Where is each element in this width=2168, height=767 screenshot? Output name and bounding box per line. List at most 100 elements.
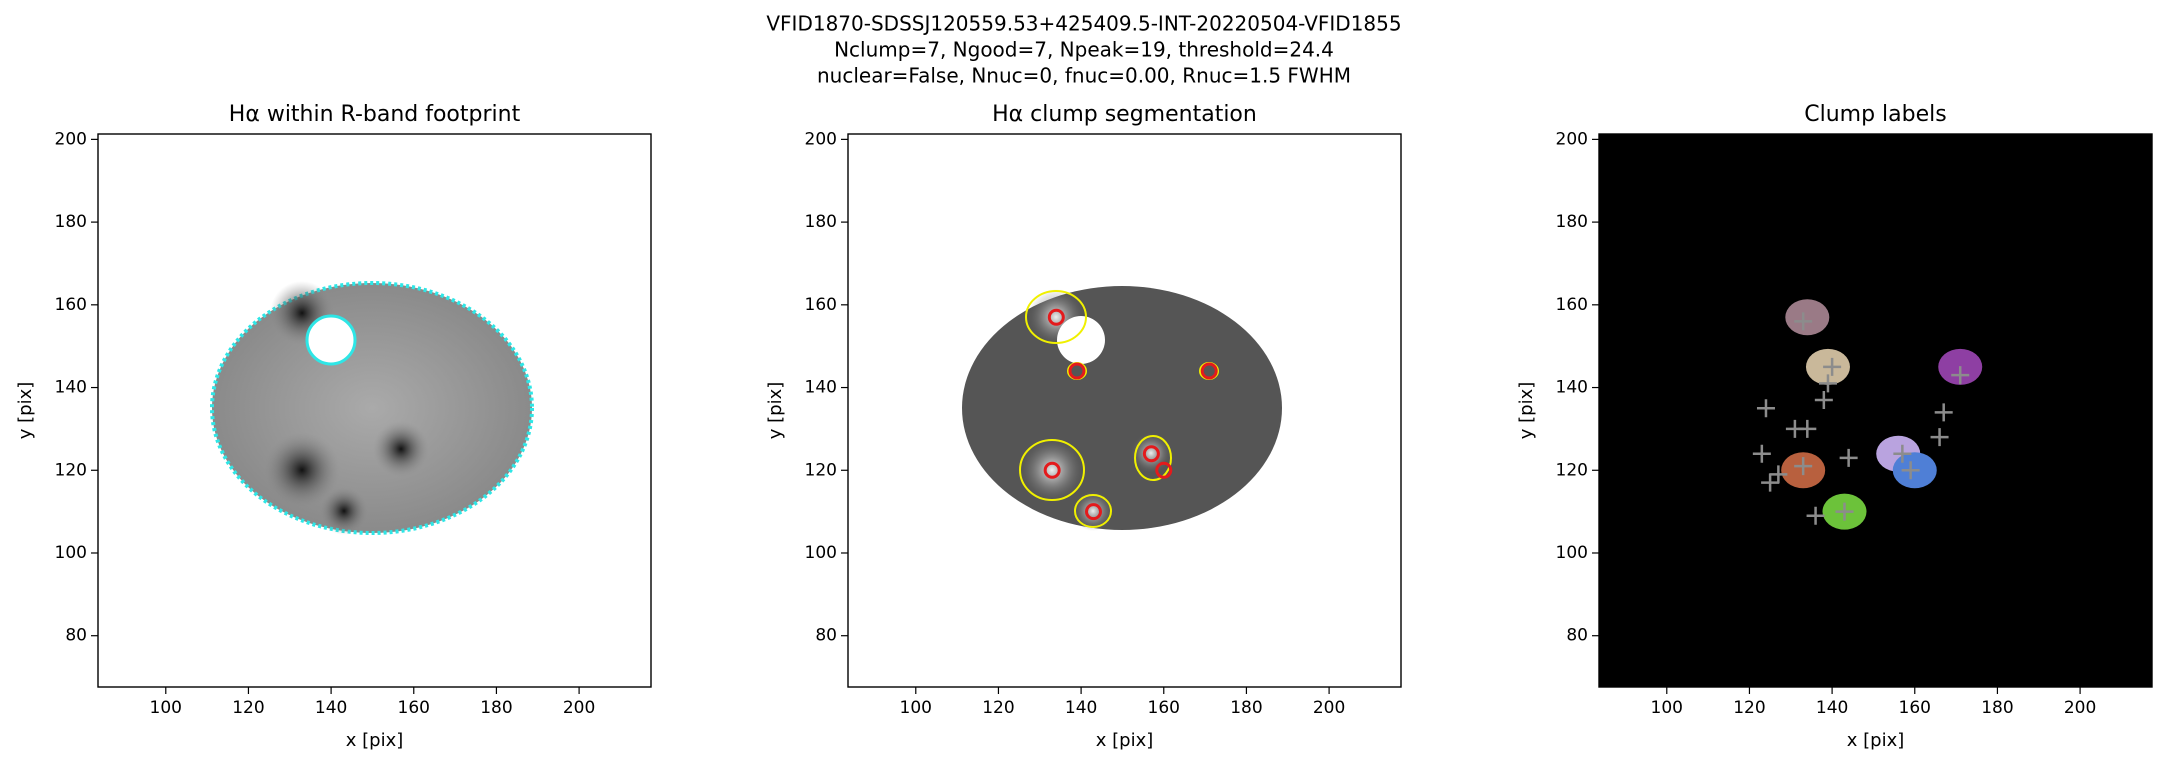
image-layer	[962, 286, 1282, 531]
x-tick-label: 120	[982, 698, 1014, 718]
dark-spot	[264, 432, 340, 508]
axes-frame	[847, 133, 1402, 688]
x-tick-label: 120	[1733, 698, 1765, 718]
peak-marker	[1794, 457, 1813, 476]
peak-marker	[1752, 444, 1771, 463]
x-tick-label: 100	[150, 698, 182, 718]
x-tick-label: 160	[1148, 698, 1180, 718]
axes-frame	[97, 133, 652, 688]
y-axis-label: y [pix]	[15, 382, 36, 440]
y-tick-label: 100	[1556, 543, 1588, 563]
panel: 100 120 140 160 180 200 80 100 120 140 160 180 200 Hα…	[765, 102, 1402, 751]
axes-title: Hα clump segmentation	[992, 102, 1257, 127]
y-tick-label: 120	[805, 460, 837, 480]
y-tick-label: 160	[55, 295, 87, 315]
y-tick-label: 140	[805, 378, 837, 398]
y-axis-label: y [pix]	[765, 382, 786, 440]
x-tick-label: 180	[1230, 698, 1262, 718]
peak-marker	[1814, 390, 1833, 409]
peak-marker	[1043, 461, 1061, 479]
panel: 100 120 140 160 180 200 80 100 120 140 160 180 200 Hα…	[15, 102, 652, 751]
y-tick-label: 180	[805, 212, 837, 232]
y-axis-label: y [pix]	[1516, 382, 1537, 440]
x-tick-label: 180	[480, 698, 512, 718]
dark-spot	[320, 487, 368, 535]
y-tick-label: 200	[1556, 129, 1588, 149]
x-tick-label: 140	[1065, 698, 1097, 718]
y-tick-label: 80	[1566, 626, 1588, 646]
galaxy	[210, 281, 534, 535]
peak-marker	[1794, 312, 1813, 331]
panel: 100 120 140 160 180 200 80 100 120 140 160 180 200 Cl…	[1516, 102, 2153, 751]
x-tick-label: 100	[900, 698, 932, 718]
peak-marker	[1769, 465, 1788, 484]
y-tick-label: 180	[55, 212, 87, 232]
peak-marker	[1798, 419, 1817, 438]
peak-marker	[1893, 444, 1912, 463]
x-tick-label: 200	[2064, 698, 2096, 718]
x-tick-label: 140	[315, 698, 347, 718]
peak-marker	[1839, 448, 1858, 467]
x-tick-label: 160	[1899, 698, 1931, 718]
peak-marker	[1934, 403, 1953, 422]
y-tick-label: 140	[1556, 378, 1588, 398]
axes-frame	[1598, 133, 2153, 688]
y-tick-label: 200	[805, 129, 837, 149]
suptitle-line: Nclump=7, Ngood=7, Npeak=19, threshold=2…	[834, 38, 1334, 62]
suptitle: VFID1870-SDSSJ120559.53+425409.5-INT-202…	[766, 12, 1401, 88]
peak-marker	[1200, 362, 1218, 380]
peak-marker	[1806, 506, 1825, 525]
masked-hole	[305, 314, 357, 366]
bright-spot	[1073, 491, 1113, 531]
y-tick-label: 200	[55, 129, 87, 149]
contour	[1019, 439, 1085, 501]
galaxy	[962, 286, 1282, 530]
axes-title: Clump labels	[1804, 102, 1946, 127]
peak-marker	[1835, 502, 1854, 521]
y-tick-label: 160	[1556, 295, 1588, 315]
peak-marker	[1818, 374, 1837, 393]
y-tick-label: 120	[1556, 460, 1588, 480]
axes-title: Hα within R-band footprint	[229, 102, 521, 127]
peak-marker	[1930, 428, 1949, 447]
clump	[1785, 299, 1830, 336]
x-tick-label: 160	[398, 698, 430, 718]
x-tick-label: 180	[1981, 698, 2013, 718]
suptitle-line: VFID1870-SDSSJ120559.53+425409.5-INT-202…	[766, 12, 1401, 36]
y-tick-label: 80	[815, 626, 837, 646]
x-tick-label: 100	[1651, 698, 1683, 718]
x-axis-label: x [pix]	[346, 730, 404, 751]
y-tick-label: 100	[55, 543, 87, 563]
image-layer	[210, 281, 534, 535]
y-tick-label: 140	[55, 378, 87, 398]
y-tick-label: 80	[65, 626, 87, 646]
peak-marker	[1155, 461, 1173, 479]
dark-spot	[373, 421, 429, 477]
x-axis-label: x [pix]	[1096, 730, 1154, 751]
axes-background	[1599, 134, 2152, 687]
x-axis-label: x [pix]	[1847, 730, 1905, 751]
masked-hole	[1057, 316, 1105, 364]
y-tick-label: 160	[805, 295, 837, 315]
contour	[1025, 290, 1087, 344]
suptitle-line: nuclear=False, Nnuc=0, fnuc=0.00, Rnuc=1…	[817, 64, 1351, 88]
peak-marker	[1068, 362, 1086, 380]
peak-marker	[1823, 357, 1842, 376]
peak-marker	[1142, 445, 1160, 463]
peak-marker	[1761, 473, 1780, 492]
contour	[1134, 435, 1172, 481]
contours	[1019, 290, 1219, 528]
y-tick-label: 120	[55, 460, 87, 480]
y-tick-label: 100	[805, 543, 837, 563]
x-tick-label: 200	[563, 698, 595, 718]
x-tick-label: 200	[1313, 698, 1345, 718]
x-tick-label: 140	[1816, 698, 1848, 718]
peak-marker	[1901, 461, 1920, 480]
peak-marker	[1951, 366, 1970, 385]
bright-spot	[1020, 438, 1084, 502]
peak-marker	[1085, 503, 1103, 521]
peak-marker	[1047, 308, 1065, 326]
y-tick-label: 180	[1556, 212, 1588, 232]
